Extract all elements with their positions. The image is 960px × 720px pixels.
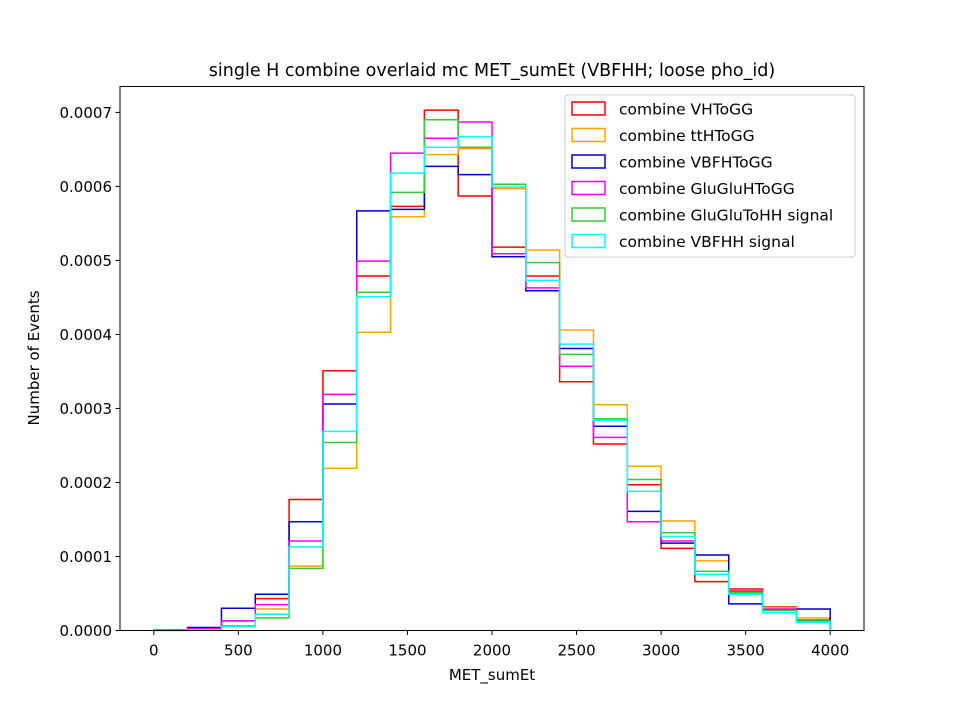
x-tick-label: 2000 [473, 642, 511, 660]
y-tick-label: 0.0004 [60, 326, 113, 344]
legend-swatch-2 [571, 154, 606, 169]
x-tick-label: 3000 [642, 642, 680, 660]
y-tick-label: 0.0001 [60, 548, 113, 566]
legend-entries: combine VHToGG combine ttHToGG combine VBF… [571, 101, 833, 251]
legend-frame [564, 94, 856, 258]
legend-swatch-1 [571, 127, 606, 143]
x-tick-label: 4000 [811, 642, 849, 660]
x-tick-label: 3500 [727, 642, 765, 660]
series-line-5 [153, 136, 831, 632]
legend-label-4: combine GluGluToHH signal [619, 207, 833, 225]
x-tick-label: 2500 [557, 642, 595, 660]
y-axis-label: Number of Events [25, 290, 43, 425]
legend-label-1: combine ttHToGG [619, 127, 755, 145]
x-tick-label: 500 [224, 642, 253, 660]
legend-label-5: combine VBFHH signal [619, 233, 795, 251]
legend-swatch-0 [571, 101, 606, 116]
y-tick-label: 0.0003 [60, 400, 113, 418]
y-axis: 0.0000 0.0001 0.0002 0.0003 0.0004 0.0005 0.00… [60, 104, 120, 640]
x-tick-label: 0 [149, 642, 159, 660]
series-group [153, 109, 831, 632]
x-axis-label: MET_sumEt [449, 666, 535, 685]
x-axis: 0 500 1000 1500 2000 2500 3000 3500 4000 [149, 630, 849, 660]
x-tick-label: 1000 [304, 642, 342, 660]
legend-label-2: combine VBFHToGG [619, 154, 773, 172]
y-tick-label: 0.0006 [60, 178, 113, 196]
y-tick-label: 0.0002 [60, 474, 113, 492]
legend-swatch-4 [571, 207, 606, 222]
legend-swatch-3 [571, 180, 606, 196]
legend-label-3: combine GluGluHToGG [619, 180, 795, 198]
y-tick-label: 0.0007 [60, 104, 113, 122]
legend-label-0: combine VHToGG [619, 101, 753, 119]
y-tick-label: 0.0005 [60, 252, 113, 270]
y-tick-label: 0.0000 [60, 622, 113, 640]
x-tick-label: 1500 [388, 642, 426, 660]
legend-swatch-5 [571, 233, 606, 249]
chart-title: single H combine overlaid mc MET_sumEt (… [209, 61, 775, 81]
legend: combine VHToGG combine ttHToGG combine VBF… [564, 94, 856, 258]
